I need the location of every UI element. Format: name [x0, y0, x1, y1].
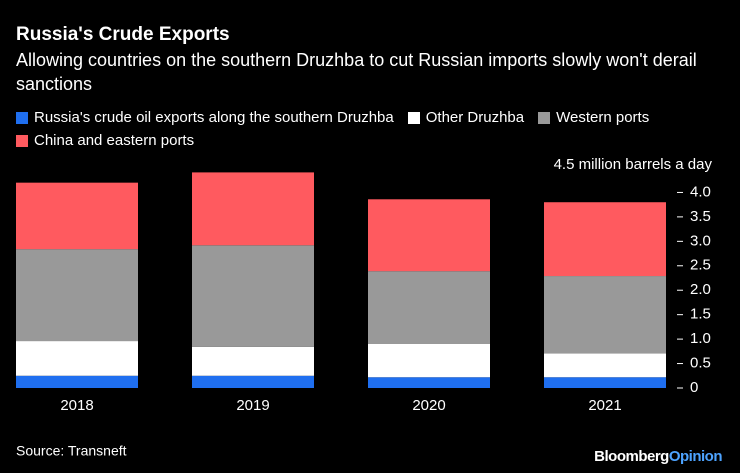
legend-item: Other Druzhba: [407, 108, 525, 127]
legend-swatch: [16, 111, 28, 124]
x-tick-label: 2018: [60, 397, 93, 414]
y-tick-label: 1.5: [690, 306, 711, 323]
legend: Russia's crude oil exports along the sou…: [16, 108, 731, 150]
bar-segment: [544, 377, 666, 388]
bar-segment: [192, 375, 314, 388]
x-tick-label: 2020: [412, 397, 445, 414]
legend-swatch: [16, 134, 28, 147]
bar-segment: [368, 271, 490, 344]
legend-swatch: [538, 111, 551, 124]
bar-segment: [544, 276, 666, 354]
y-tick-label: 3.5: [690, 208, 711, 225]
chart-title: Russia's Crude Exports: [16, 24, 230, 45]
bar-segment: [368, 199, 490, 272]
legend-swatch: [407, 111, 420, 124]
y-tick-label: 2.5: [690, 257, 711, 274]
legend-label: Russia's crude oil exports along the sou…: [34, 109, 394, 126]
source: Source: Transneft: [16, 443, 127, 459]
y-tick-label: 0: [690, 379, 698, 396]
y-tick-label: 0.5: [690, 355, 711, 372]
bar-segment: [192, 172, 314, 246]
legend-item: Western ports: [538, 108, 649, 127]
x-tick-label: 2019: [236, 397, 269, 414]
bar-segment: [16, 249, 138, 342]
bar-segment: [368, 377, 490, 388]
y-tick-label: 1.0: [690, 330, 711, 347]
brand: BloombergOpinion: [594, 448, 722, 465]
legend-item: Russia's crude oil exports along the sou…: [16, 108, 394, 127]
bar-segment: [16, 341, 138, 376]
y-tick-label: 4.0: [690, 183, 711, 200]
bar-segment: [368, 344, 490, 378]
bar-segment: [16, 375, 138, 388]
legend-label: Other Druzhba: [425, 109, 525, 126]
brand-suffix: Opinion: [669, 448, 722, 465]
brand-name: Bloomberg: [594, 448, 669, 465]
x-tick-label: 2021: [588, 397, 621, 414]
bar-segment: [544, 353, 666, 378]
chart-subtitle: Allowing countries on the southern Druzh…: [16, 50, 697, 94]
y-tick-label: 3.0: [690, 232, 711, 249]
legend-label: China and eastern ports: [34, 132, 195, 149]
y-tick-label: 4.5 million barrels a day: [554, 156, 713, 173]
legend-item: China and eastern ports: [16, 131, 194, 150]
y-tick-label: 2.0: [690, 281, 711, 298]
legend-label: Western ports: [556, 109, 650, 126]
bar-segment: [544, 202, 666, 277]
bar-segment: [192, 245, 314, 347]
bar-segment: [16, 182, 138, 250]
bar-segment: [192, 346, 314, 376]
